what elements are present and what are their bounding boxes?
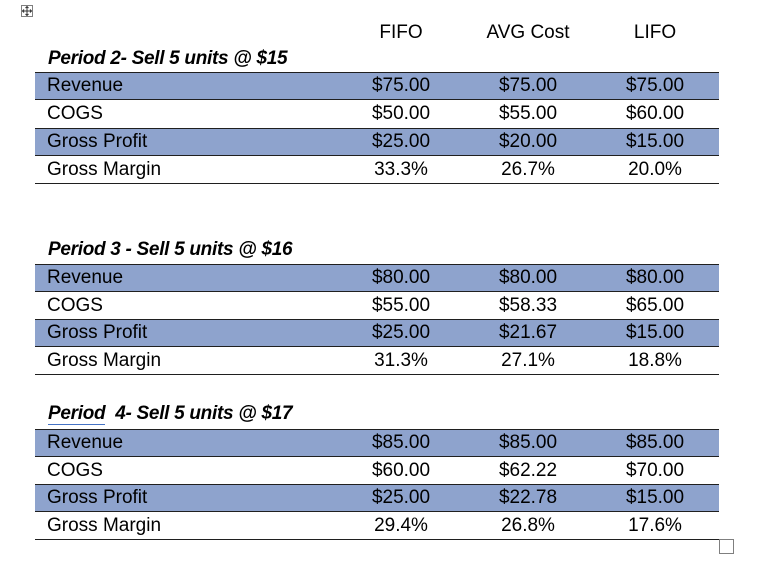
fifo-value: $80.00 (371, 267, 431, 288)
table-resize-icon[interactable] (719, 539, 734, 554)
table-row: Gross Profit $25.00 $22.78 $15.00 (35, 484, 719, 512)
column-header-avg-cost: AVG Cost (486, 22, 570, 43)
section-title-word: Period (48, 403, 106, 425)
table-move-icon[interactable] (21, 5, 33, 17)
lifo-value: $75.00 (625, 75, 685, 96)
lifo-value: $15.00 (625, 131, 685, 152)
table-row: COGS $60.00 $62.22 $70.00 (35, 457, 719, 485)
avg-cost-value: $80.00 (498, 267, 558, 288)
row-label: Revenue (47, 432, 124, 453)
table-row: Revenue $80.00 $80.00 $80.00 (35, 264, 719, 292)
table-row: Gross Profit $25.00 $20.00 $15.00 (35, 128, 719, 156)
row-label: Gross Profit (47, 487, 148, 508)
fifo-value: $25.00 (371, 322, 431, 343)
avg-cost-value: $75.00 (498, 75, 558, 96)
row-label: Gross Profit (47, 322, 148, 343)
fifo-value: $25.00 (371, 131, 431, 152)
avg-cost-value: $85.00 (498, 432, 558, 453)
fifo-value: $50.00 (371, 103, 431, 124)
avg-cost-value: 26.7% (501, 158, 555, 180)
row-label: Gross Margin (47, 514, 162, 536)
lifo-value: $65.00 (625, 295, 685, 316)
row-label: Gross Margin (47, 158, 162, 180)
row-label: Gross Margin (47, 349, 162, 371)
table-row: Gross Profit $25.00 $21.67 $15.00 (35, 319, 719, 347)
avg-cost-value: $55.00 (498, 103, 558, 124)
section-title-rest: 4- Sell 5 units @ $17 (105, 403, 293, 424)
fifo-value: 31.3% (374, 349, 428, 371)
fifo-value: 29.4% (374, 514, 428, 536)
column-header-fifo: FIFO (379, 22, 423, 43)
lifo-value: $85.00 (625, 432, 685, 453)
row-label: Revenue (47, 267, 124, 288)
table-row: COGS $50.00 $55.00 $60.00 (35, 100, 719, 128)
lifo-value: $80.00 (625, 267, 685, 288)
row-label: Gross Profit (47, 131, 148, 152)
table-row: Gross Margin 29.4% 26.8% 17.6% (35, 512, 719, 540)
avg-cost-value: $22.78 (498, 487, 558, 508)
fifo-value: $85.00 (371, 432, 431, 453)
row-label: COGS (47, 103, 103, 124)
lifo-value: $60.00 (625, 103, 685, 124)
fifo-value: $25.00 (371, 487, 431, 508)
fifo-value: $75.00 (371, 75, 431, 96)
lifo-value: 20.0% (628, 158, 682, 180)
avg-cost-value: $62.22 (498, 460, 558, 481)
avg-cost-value: 26.8% (501, 514, 555, 536)
lifo-value: 18.8% (628, 349, 682, 371)
section-title-period-2: Period 2- Sell 5 units @ $15 (48, 48, 288, 69)
avg-cost-value: $58.33 (498, 295, 558, 316)
section-title-period-4: Period 4- Sell 5 units @ $17 (48, 403, 293, 425)
row-label: COGS (47, 295, 103, 316)
lifo-value: $15.00 (625, 487, 685, 508)
row-label: COGS (47, 460, 103, 481)
column-header-lifo: LIFO (633, 22, 677, 43)
table-row: Revenue $85.00 $85.00 $85.00 (35, 429, 719, 457)
section-title-period-3: Period 3 - Sell 5 units @ $16 (48, 239, 293, 260)
fifo-value: $60.00 (371, 460, 431, 481)
avg-cost-value: $20.00 (498, 131, 558, 152)
table-row: Gross Margin 31.3% 27.1% 18.8% (35, 347, 719, 375)
fifo-value: 33.3% (374, 158, 428, 180)
table-row: Gross Margin 33.3% 26.7% 20.0% (35, 156, 719, 184)
row-label: Revenue (47, 75, 124, 96)
table-row: COGS $55.00 $58.33 $65.00 (35, 292, 719, 320)
lifo-value: $70.00 (625, 460, 685, 481)
lifo-value: $15.00 (625, 322, 685, 343)
table-row: Revenue $75.00 $75.00 $75.00 (35, 72, 719, 100)
fifo-value: $55.00 (371, 295, 431, 316)
lifo-value: 17.6% (628, 514, 682, 536)
avg-cost-value: 27.1% (501, 349, 555, 371)
avg-cost-value: $21.67 (498, 322, 558, 343)
